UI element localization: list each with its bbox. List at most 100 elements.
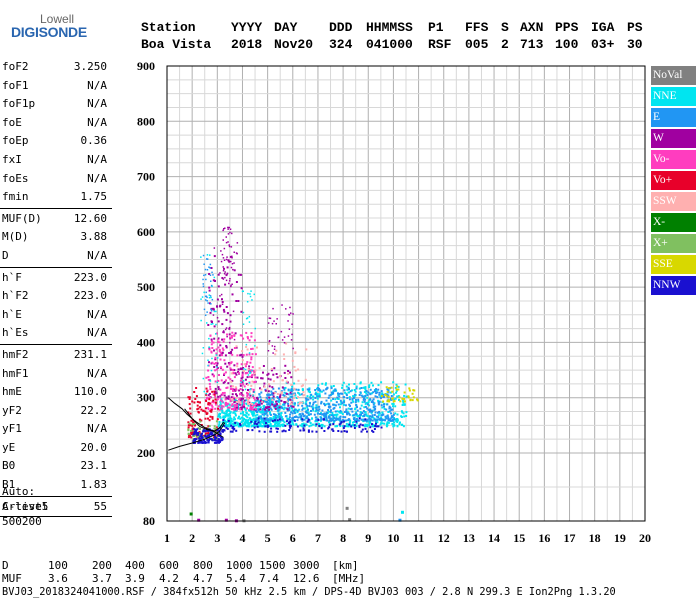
data-point bbox=[284, 415, 287, 418]
data-point bbox=[283, 402, 286, 405]
data-point bbox=[263, 422, 265, 425]
data-point bbox=[375, 421, 377, 424]
data-point bbox=[229, 228, 232, 230]
data-point bbox=[384, 419, 386, 422]
data-point bbox=[290, 339, 293, 341]
data-point bbox=[236, 394, 238, 397]
data-point bbox=[343, 430, 346, 433]
data-point bbox=[290, 376, 293, 379]
data-point bbox=[230, 246, 233, 248]
data-point bbox=[203, 291, 205, 294]
data-point bbox=[342, 420, 345, 423]
data-point bbox=[201, 352, 204, 355]
data-point bbox=[392, 405, 394, 408]
data-point bbox=[405, 411, 408, 414]
param-row: foEs N/A bbox=[0, 170, 112, 189]
data-point bbox=[253, 391, 256, 393]
data-point bbox=[392, 403, 395, 406]
data-point bbox=[198, 430, 201, 433]
data-point bbox=[284, 411, 287, 414]
data-point bbox=[311, 430, 314, 433]
data-point bbox=[270, 427, 273, 430]
data-point bbox=[348, 421, 351, 424]
data-point bbox=[311, 417, 313, 420]
legend-item: Vo- bbox=[651, 150, 696, 169]
data-point bbox=[397, 388, 400, 391]
data-point bbox=[282, 353, 285, 356]
data-point bbox=[246, 416, 249, 419]
data-point bbox=[300, 418, 303, 421]
data-point bbox=[391, 390, 394, 393]
data-point bbox=[258, 402, 261, 405]
data-point bbox=[257, 409, 260, 412]
data-point bbox=[243, 407, 246, 410]
data-point bbox=[214, 398, 217, 401]
data-point bbox=[335, 418, 338, 421]
data-point bbox=[267, 399, 270, 402]
data-point bbox=[214, 403, 217, 406]
data-point bbox=[215, 420, 218, 423]
data-point bbox=[207, 417, 209, 420]
data-point bbox=[221, 411, 224, 414]
param-key: yF2 bbox=[2, 403, 22, 417]
data-point bbox=[383, 407, 386, 410]
data-point bbox=[215, 333, 217, 335]
data-point bbox=[190, 429, 193, 432]
data-point bbox=[339, 417, 342, 420]
data-point bbox=[283, 336, 286, 338]
data-point bbox=[332, 417, 334, 420]
data-point bbox=[288, 421, 291, 424]
data-point bbox=[211, 357, 213, 360]
data-point bbox=[290, 411, 293, 414]
data-point bbox=[306, 411, 309, 414]
data-point bbox=[208, 337, 210, 340]
data-point bbox=[222, 348, 225, 351]
data-point bbox=[253, 397, 256, 399]
data-point bbox=[217, 338, 220, 341]
data-point bbox=[241, 376, 244, 379]
data-point bbox=[365, 392, 368, 395]
data-point bbox=[247, 337, 249, 340]
data-point bbox=[215, 352, 218, 355]
data-point bbox=[210, 438, 213, 441]
y-tick-label: 900 bbox=[137, 59, 155, 73]
data-point bbox=[267, 322, 270, 324]
data-point bbox=[379, 417, 382, 420]
data-point bbox=[221, 368, 224, 371]
data-point bbox=[370, 401, 373, 403]
data-point bbox=[354, 398, 357, 401]
data-point bbox=[386, 422, 389, 425]
data-point bbox=[223, 374, 225, 376]
data-point bbox=[268, 396, 271, 399]
data-point bbox=[229, 412, 232, 415]
data-point bbox=[275, 427, 278, 430]
data-point bbox=[283, 421, 286, 424]
data-point bbox=[191, 428, 194, 431]
data-point bbox=[340, 430, 343, 433]
data-point bbox=[231, 399, 234, 402]
data-point bbox=[385, 417, 388, 420]
data-point bbox=[397, 385, 400, 388]
data-point bbox=[212, 314, 215, 316]
data-point bbox=[395, 391, 398, 394]
data-point bbox=[234, 332, 237, 335]
data-point bbox=[225, 423, 227, 426]
data-point bbox=[217, 273, 220, 276]
data-point bbox=[334, 404, 337, 407]
data-point bbox=[219, 416, 222, 419]
data-point bbox=[348, 398, 351, 401]
data-point bbox=[412, 396, 415, 399]
data-point bbox=[278, 398, 281, 401]
data-point bbox=[390, 386, 393, 389]
data-point bbox=[253, 422, 256, 425]
data-point bbox=[283, 371, 286, 374]
data-point bbox=[346, 410, 349, 413]
data-point bbox=[240, 403, 243, 406]
data-point bbox=[392, 419, 395, 422]
data-point bbox=[304, 410, 307, 413]
data-point bbox=[405, 415, 408, 417]
data-point bbox=[209, 295, 212, 297]
data-point bbox=[363, 406, 366, 409]
data-point bbox=[203, 274, 205, 277]
data-point bbox=[210, 296, 212, 299]
